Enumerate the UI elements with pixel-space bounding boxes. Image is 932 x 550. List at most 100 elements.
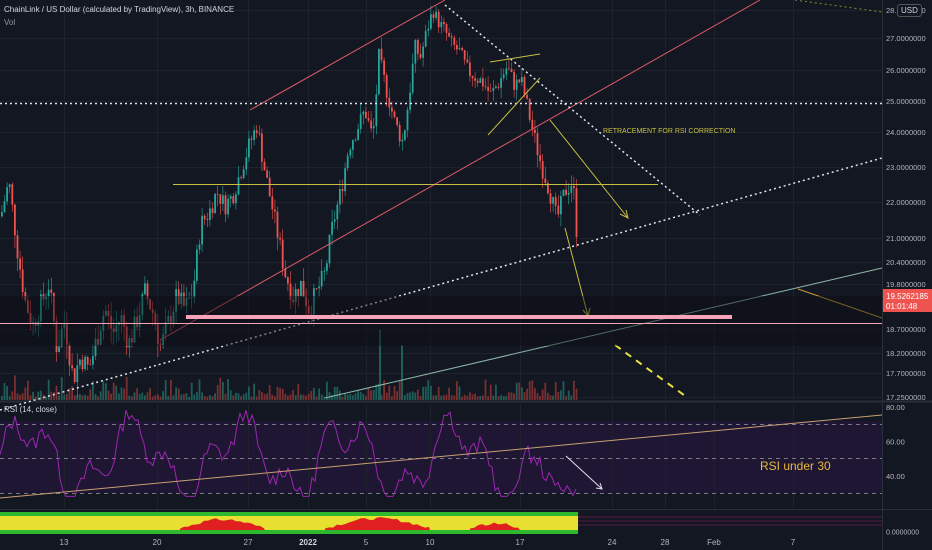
- volume-bar: [281, 388, 284, 400]
- candle-body: [45, 296, 47, 300]
- candle-body: [162, 334, 164, 346]
- candle-body: [8, 184, 11, 188]
- rsi-tick-label: 80.00: [886, 403, 905, 412]
- candle-body: [58, 346, 60, 353]
- volume-bar: [16, 393, 19, 400]
- candle-body: [73, 368, 76, 383]
- volume-bar: [411, 391, 414, 400]
- volume-label[interactable]: Vol: [4, 18, 16, 27]
- candle-body: [344, 168, 346, 192]
- price-tick-label: 24.0000000: [886, 128, 926, 137]
- candle-body: [300, 280, 302, 297]
- volume-bar: [445, 394, 448, 400]
- candle-body: [448, 32, 450, 37]
- candle-body: [40, 294, 42, 322]
- volume-bar: [29, 395, 32, 400]
- volume-bar: [47, 379, 50, 400]
- candle-body: [422, 46, 424, 58]
- candle-body: [435, 11, 437, 18]
- candle-body: [224, 195, 227, 215]
- volume-bar: [505, 395, 508, 400]
- candle-body: [242, 169, 245, 178]
- volume-bar: [224, 393, 227, 400]
- volume-bar: [487, 396, 489, 400]
- candle-body: [409, 92, 411, 110]
- candle-body: [112, 328, 115, 332]
- candle-body: [437, 11, 440, 28]
- candle-body: [237, 177, 240, 195]
- volume-bar: [378, 383, 380, 400]
- volume-bar: [297, 384, 300, 400]
- volume-bar: [193, 394, 196, 400]
- candle-body: [248, 138, 250, 158]
- volume-bar: [562, 381, 565, 400]
- support-zone-shade: [0, 296, 882, 346]
- volume-bar: [333, 386, 336, 400]
- volume-bar: [97, 396, 99, 400]
- candle-body: [510, 69, 513, 72]
- volume-bar: [310, 390, 313, 400]
- volume-bar: [81, 395, 84, 400]
- volume-bar: [450, 395, 453, 400]
- candle-body: [315, 288, 318, 290]
- candle-body: [560, 196, 562, 215]
- candle-body: [266, 170, 268, 178]
- volume-bar: [430, 385, 432, 400]
- chart-title[interactable]: ChainLink / US Dollar (calculated by Tra…: [4, 5, 235, 14]
- axis-top-mask: [883, 0, 932, 4]
- candle-body: [261, 133, 263, 162]
- candle-body: [183, 292, 185, 306]
- candle-body: [63, 323, 66, 329]
- rsi-note: RSI under 30: [760, 459, 831, 473]
- volume-bar: [526, 388, 528, 400]
- candle-body: [544, 178, 547, 183]
- volume-bar: [89, 389, 92, 400]
- candle-body: [391, 107, 393, 112]
- volume-bar: [19, 394, 21, 400]
- volume-bar: [484, 379, 487, 400]
- candle-body: [14, 204, 16, 236]
- candle-body: [367, 118, 370, 121]
- volume-bar: [185, 393, 188, 400]
- candle-body: [383, 60, 385, 75]
- volume-spike: [401, 345, 403, 400]
- volume-bar: [128, 395, 131, 400]
- volume-bar: [37, 391, 40, 400]
- candle-body: [92, 356, 94, 365]
- volume-bar: [94, 393, 97, 400]
- volume-bar: [144, 395, 146, 400]
- volume-bar: [313, 387, 315, 400]
- volume-bar: [255, 396, 258, 400]
- time-tick-label: Feb: [707, 538, 721, 547]
- volume-bar: [21, 393, 24, 400]
- volume-bar: [118, 393, 120, 400]
- price-tick-label: 22.0000000: [886, 198, 926, 207]
- candle-body: [255, 130, 258, 134]
- currency-badge[interactable]: USD: [897, 4, 922, 17]
- volume-bar: [222, 381, 224, 400]
- price-axis[interactable]: [882, 0, 932, 550]
- candle-body: [526, 94, 528, 99]
- rsi-arrowhead: [595, 482, 603, 490]
- volume-bar: [162, 391, 164, 400]
- volume-bar: [393, 386, 396, 400]
- candle-body: [180, 292, 183, 305]
- volume-bar: [300, 394, 302, 400]
- candle-body: [523, 77, 526, 95]
- candle-body: [125, 326, 128, 348]
- volume-bar: [513, 393, 515, 400]
- volume-bar: [245, 392, 248, 400]
- volume-bar: [214, 393, 216, 400]
- rsi-label[interactable]: RSI (14, close): [4, 405, 57, 414]
- price-panel[interactable]: [0, 0, 882, 400]
- candle-body: [149, 299, 151, 310]
- support-zone-bar: [186, 315, 732, 319]
- candle-body: [406, 109, 409, 131]
- volume-bar: [177, 388, 180, 400]
- candle-body: [245, 157, 248, 170]
- candle-body: [42, 294, 45, 300]
- candle-body: [443, 21, 445, 25]
- volume-bar: [107, 390, 110, 400]
- candle-body: [271, 196, 274, 210]
